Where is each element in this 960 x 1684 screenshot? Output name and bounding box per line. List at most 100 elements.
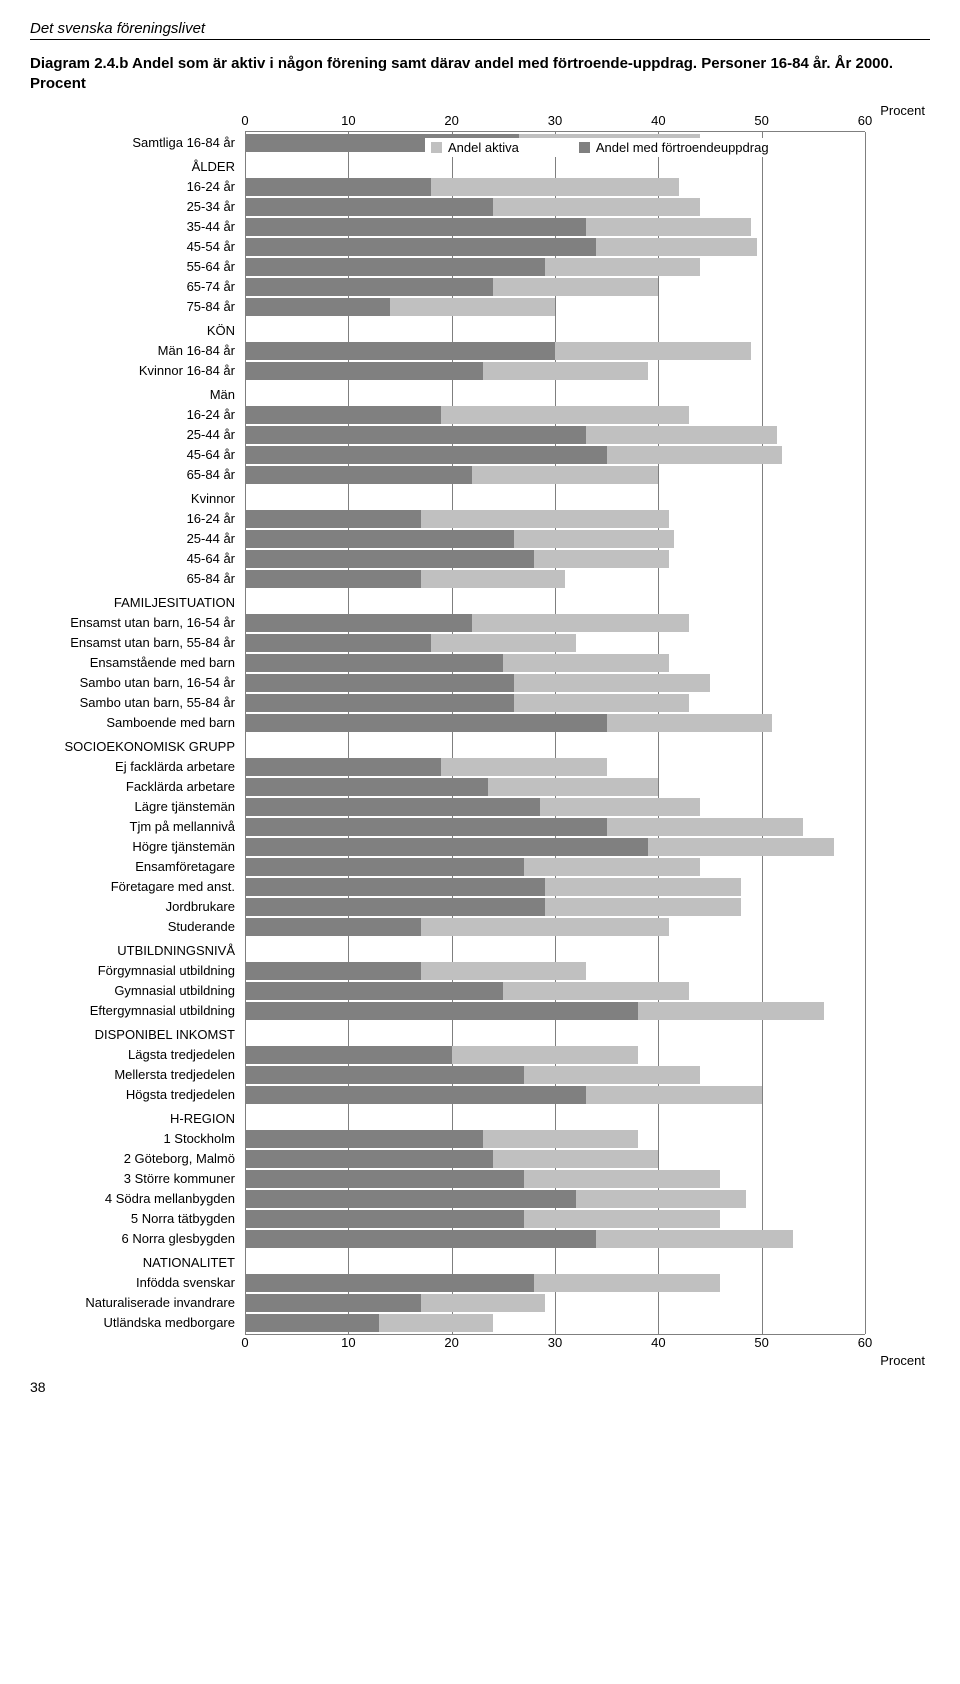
row-label: DISPONIBEL INKOMST [30,1026,245,1044]
data-row: 5 Norra tätbygden [245,1210,865,1228]
data-row: 3 Större kommuner [245,1170,865,1188]
row-label: Kvinnor 16-84 år [30,362,245,380]
bar-fortroende [245,1294,421,1312]
chart-title: Diagram 2.4.b Andel som är aktiv i någon… [30,54,930,95]
x-tick: 40 [651,113,665,128]
row-label: Sambo utan barn, 55-84 år [30,694,245,712]
group-heading: Män [245,386,865,404]
bar-fortroende [245,982,503,1000]
row-label: Sambo utan barn, 16-54 år [30,674,245,692]
legend-item: Andel aktiva [431,140,519,155]
data-row: Sambo utan barn, 16-54 år [245,674,865,692]
row-label: Ensamst utan barn, 16-54 år [30,614,245,632]
bar-fortroende [245,694,514,712]
x-tick: 20 [444,113,458,128]
data-row: Förgymnasial utbildning [245,962,865,980]
data-row: Studerande [245,918,865,936]
data-row: 16-24 år [245,406,865,424]
data-row: Lägsta tredjedelen [245,1046,865,1064]
data-row: Män 16-84 år [245,342,865,360]
data-row: 65-84 år [245,570,865,588]
bar-fortroende [245,298,390,316]
data-row: Infödda svenskar [245,1274,865,1292]
row-label: 45-64 år [30,550,245,568]
data-row: 65-74 år [245,278,865,296]
row-label: Jordbrukare [30,898,245,916]
bar-fortroende [245,570,421,588]
data-row: Gymnasial utbildning [245,982,865,1000]
data-row: 35-44 år [245,218,865,236]
data-row: Samboende med barn [245,714,865,732]
bar-fortroende [245,1130,483,1148]
row-label: 3 Större kommuner [30,1170,245,1188]
row-label: 55-64 år [30,258,245,276]
row-label: Samboende med barn [30,714,245,732]
bar-fortroende [245,714,607,732]
bar-fortroende [245,510,421,528]
data-row: Ensamföretagare [245,858,865,876]
bar-fortroende [245,198,493,216]
data-row: 65-84 år [245,466,865,484]
bar-fortroende [245,1210,524,1228]
bar-fortroende [245,238,596,256]
data-row: Kvinnor 16-84 år [245,362,865,380]
data-row: 55-64 år [245,258,865,276]
bar-fortroende [245,838,648,856]
row-label: 16-24 år [30,510,245,528]
row-label: Företagare med anst. [30,878,245,896]
data-row: Eftergymnasial utbildning [245,1002,865,1020]
row-label: Samtliga 16-84 år [30,134,245,152]
bar-fortroende [245,818,607,836]
group-heading: NATIONALITET [245,1254,865,1272]
bar-fortroende [245,1150,493,1168]
data-row: Högsta tredjedelen [245,1086,865,1104]
x-tick: 10 [341,1335,355,1350]
axis-unit-top: Procent [880,103,925,118]
data-row: Ensamstående med barn [245,654,865,672]
group-heading: Kvinnor [245,490,865,508]
row-label: 16-24 år [30,178,245,196]
bar-fortroende [245,674,514,692]
row-label: Facklärda arbetare [30,778,245,796]
data-row: Högre tjänstemän [245,838,865,856]
row-label: 65-84 år [30,570,245,588]
chart: Procent 0102030405060 Andel aktivaAndel … [245,113,865,1353]
x-tick: 0 [241,113,248,128]
row-label: 65-84 år [30,466,245,484]
group-heading: H-REGION [245,1110,865,1128]
bar-fortroende [245,406,441,424]
row-label: 75-84 år [30,298,245,316]
data-row: Jordbrukare [245,898,865,916]
plot-area: Andel aktivaAndel med förtroendeuppdrag … [245,131,865,1335]
row-label: 25-44 år [30,530,245,548]
bar-fortroende [245,1002,638,1020]
row-label: Högsta tredjedelen [30,1086,245,1104]
data-row: Naturaliserade invandrare [245,1294,865,1312]
data-row: Mellersta tredjedelen [245,1066,865,1084]
gridline [865,132,866,1334]
bar-fortroende [245,962,421,980]
section-header: Det svenska föreningslivet [30,20,930,40]
row-label: 45-64 år [30,446,245,464]
row-label: Ensamföretagare [30,858,245,876]
row-label: Män [30,386,245,404]
row-label: Kvinnor [30,490,245,508]
bar-fortroende [245,614,472,632]
row-label: NATIONALITET [30,1254,245,1272]
x-tick: 50 [754,113,768,128]
x-tick: 0 [241,1335,248,1350]
row-label: 4 Södra mellanbygden [30,1190,245,1208]
x-tick: 60 [858,113,872,128]
group-heading: SOCIOEKONOMISK GRUPP [245,738,865,756]
bar-fortroende [245,278,493,296]
bar-fortroende [245,654,503,672]
row-label: Naturaliserade invandrare [30,1294,245,1312]
bar-fortroende [245,446,607,464]
row-label: KÖN [30,322,245,340]
data-row: 4 Södra mellanbygden [245,1190,865,1208]
x-axis-top: Procent 0102030405060 [245,113,865,131]
bar-fortroende [245,1314,379,1332]
bar-fortroende [245,1230,596,1248]
row-label: FAMILJESITUATION [30,594,245,612]
legend-swatch [431,142,442,153]
